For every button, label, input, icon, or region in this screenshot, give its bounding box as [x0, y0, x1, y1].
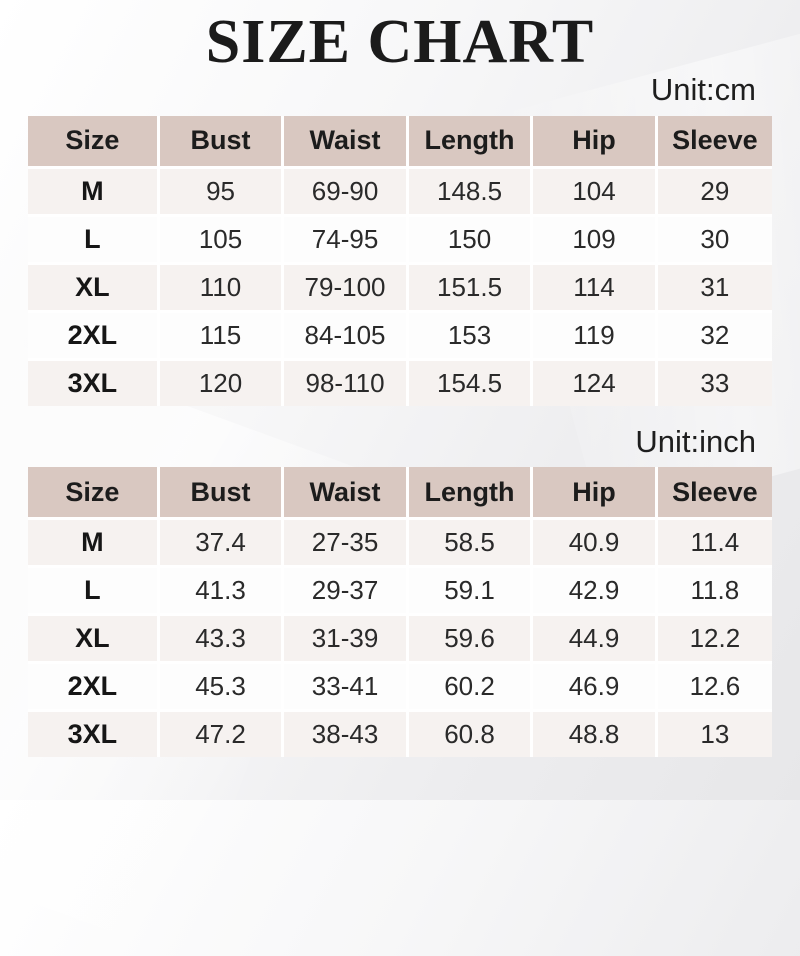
value-cell: 153: [408, 312, 531, 358]
value-cell: 60.8: [408, 712, 531, 758]
value-cell: 154.5: [408, 360, 531, 406]
value-cell: 59.1: [408, 568, 531, 614]
value-cell: 148.5: [408, 168, 531, 214]
size-cell: 3XL: [28, 360, 157, 406]
column-header-waist: Waist: [284, 115, 406, 166]
value-cell: 42.9: [533, 568, 655, 614]
value-cell: 115: [159, 312, 282, 358]
value-cell: 109: [533, 216, 655, 262]
column-header-sleeve: Sleeve: [657, 115, 772, 166]
value-cell: 41.3: [159, 568, 282, 614]
column-header-hip: Hip: [533, 467, 655, 518]
value-cell: 31-39: [284, 616, 406, 662]
value-cell: 48.8: [533, 712, 655, 758]
column-header-sleeve: Sleeve: [657, 467, 772, 518]
value-cell: 33-41: [284, 664, 406, 710]
size-chart-page: SIZE CHART Unit:cm Size Bust Waist Lengt…: [28, 8, 772, 758]
column-header-size: Size: [28, 467, 157, 518]
value-cell: 11.8: [657, 568, 772, 614]
column-header-bust: Bust: [159, 115, 282, 166]
value-cell: 29: [657, 168, 772, 214]
value-cell: 44.9: [533, 616, 655, 662]
value-cell: 29-37: [284, 568, 406, 614]
value-cell: 46.9: [533, 664, 655, 710]
size-cell: XL: [28, 264, 157, 310]
value-cell: 58.5: [408, 520, 531, 566]
value-cell: 151.5: [408, 264, 531, 310]
value-cell: 60.2: [408, 664, 531, 710]
size-cell: 3XL: [28, 712, 157, 758]
value-cell: 124: [533, 360, 655, 406]
size-cell: L: [28, 216, 157, 262]
value-cell: 105: [159, 216, 282, 262]
value-cell: 114: [533, 264, 655, 310]
value-cell: 120: [159, 360, 282, 406]
column-header-length: Length: [408, 115, 531, 166]
unit-cm-label: Unit:cm: [650, 72, 756, 108]
value-cell: 11.4: [657, 520, 772, 566]
size-cell: 2XL: [28, 664, 157, 710]
column-header-hip: Hip: [533, 115, 655, 166]
column-header-size: Size: [28, 115, 157, 166]
value-cell: 32: [657, 312, 772, 358]
value-cell: 27-35: [284, 520, 406, 566]
value-cell: 59.6: [408, 616, 531, 662]
value-cell: 40.9: [533, 520, 655, 566]
value-cell: 69-90: [284, 168, 406, 214]
value-cell: 12.6: [657, 664, 772, 710]
value-cell: 98-110: [284, 360, 406, 406]
column-header-length: Length: [408, 467, 531, 518]
value-cell: 31: [657, 264, 772, 310]
value-cell: 45.3: [159, 664, 282, 710]
value-cell: 38-43: [284, 712, 406, 758]
value-cell: 13: [657, 712, 772, 758]
size-cell: M: [28, 520, 157, 566]
value-cell: 33: [657, 360, 772, 406]
column-header-bust: Bust: [159, 467, 282, 518]
value-cell: 110: [159, 264, 282, 310]
value-cell: 95: [159, 168, 282, 214]
value-cell: 47.2: [159, 712, 282, 758]
size-cell: L: [28, 568, 157, 614]
size-cell: M: [28, 168, 157, 214]
value-cell: 84-105: [284, 312, 406, 358]
value-cell: 74-95: [284, 216, 406, 262]
value-cell: 12.2: [657, 616, 772, 662]
value-cell: 119: [533, 312, 655, 358]
size-table-cm: Size Bust Waist Length Hip Sleeve M 95 6…: [28, 115, 772, 406]
size-cell: XL: [28, 616, 157, 662]
value-cell: 30: [657, 216, 772, 262]
size-cell: 2XL: [28, 312, 157, 358]
unit-inch-label: Unit:inch: [635, 423, 756, 459]
value-cell: 150: [408, 216, 531, 262]
column-header-waist: Waist: [284, 467, 406, 518]
size-table-inch: Size Bust Waist Length Hip Sleeve M 37.4…: [28, 467, 772, 758]
value-cell: 43.3: [159, 616, 282, 662]
page-title: SIZE CHART: [205, 8, 595, 76]
value-cell: 79-100: [284, 264, 406, 310]
value-cell: 37.4: [159, 520, 282, 566]
value-cell: 104: [533, 168, 655, 214]
